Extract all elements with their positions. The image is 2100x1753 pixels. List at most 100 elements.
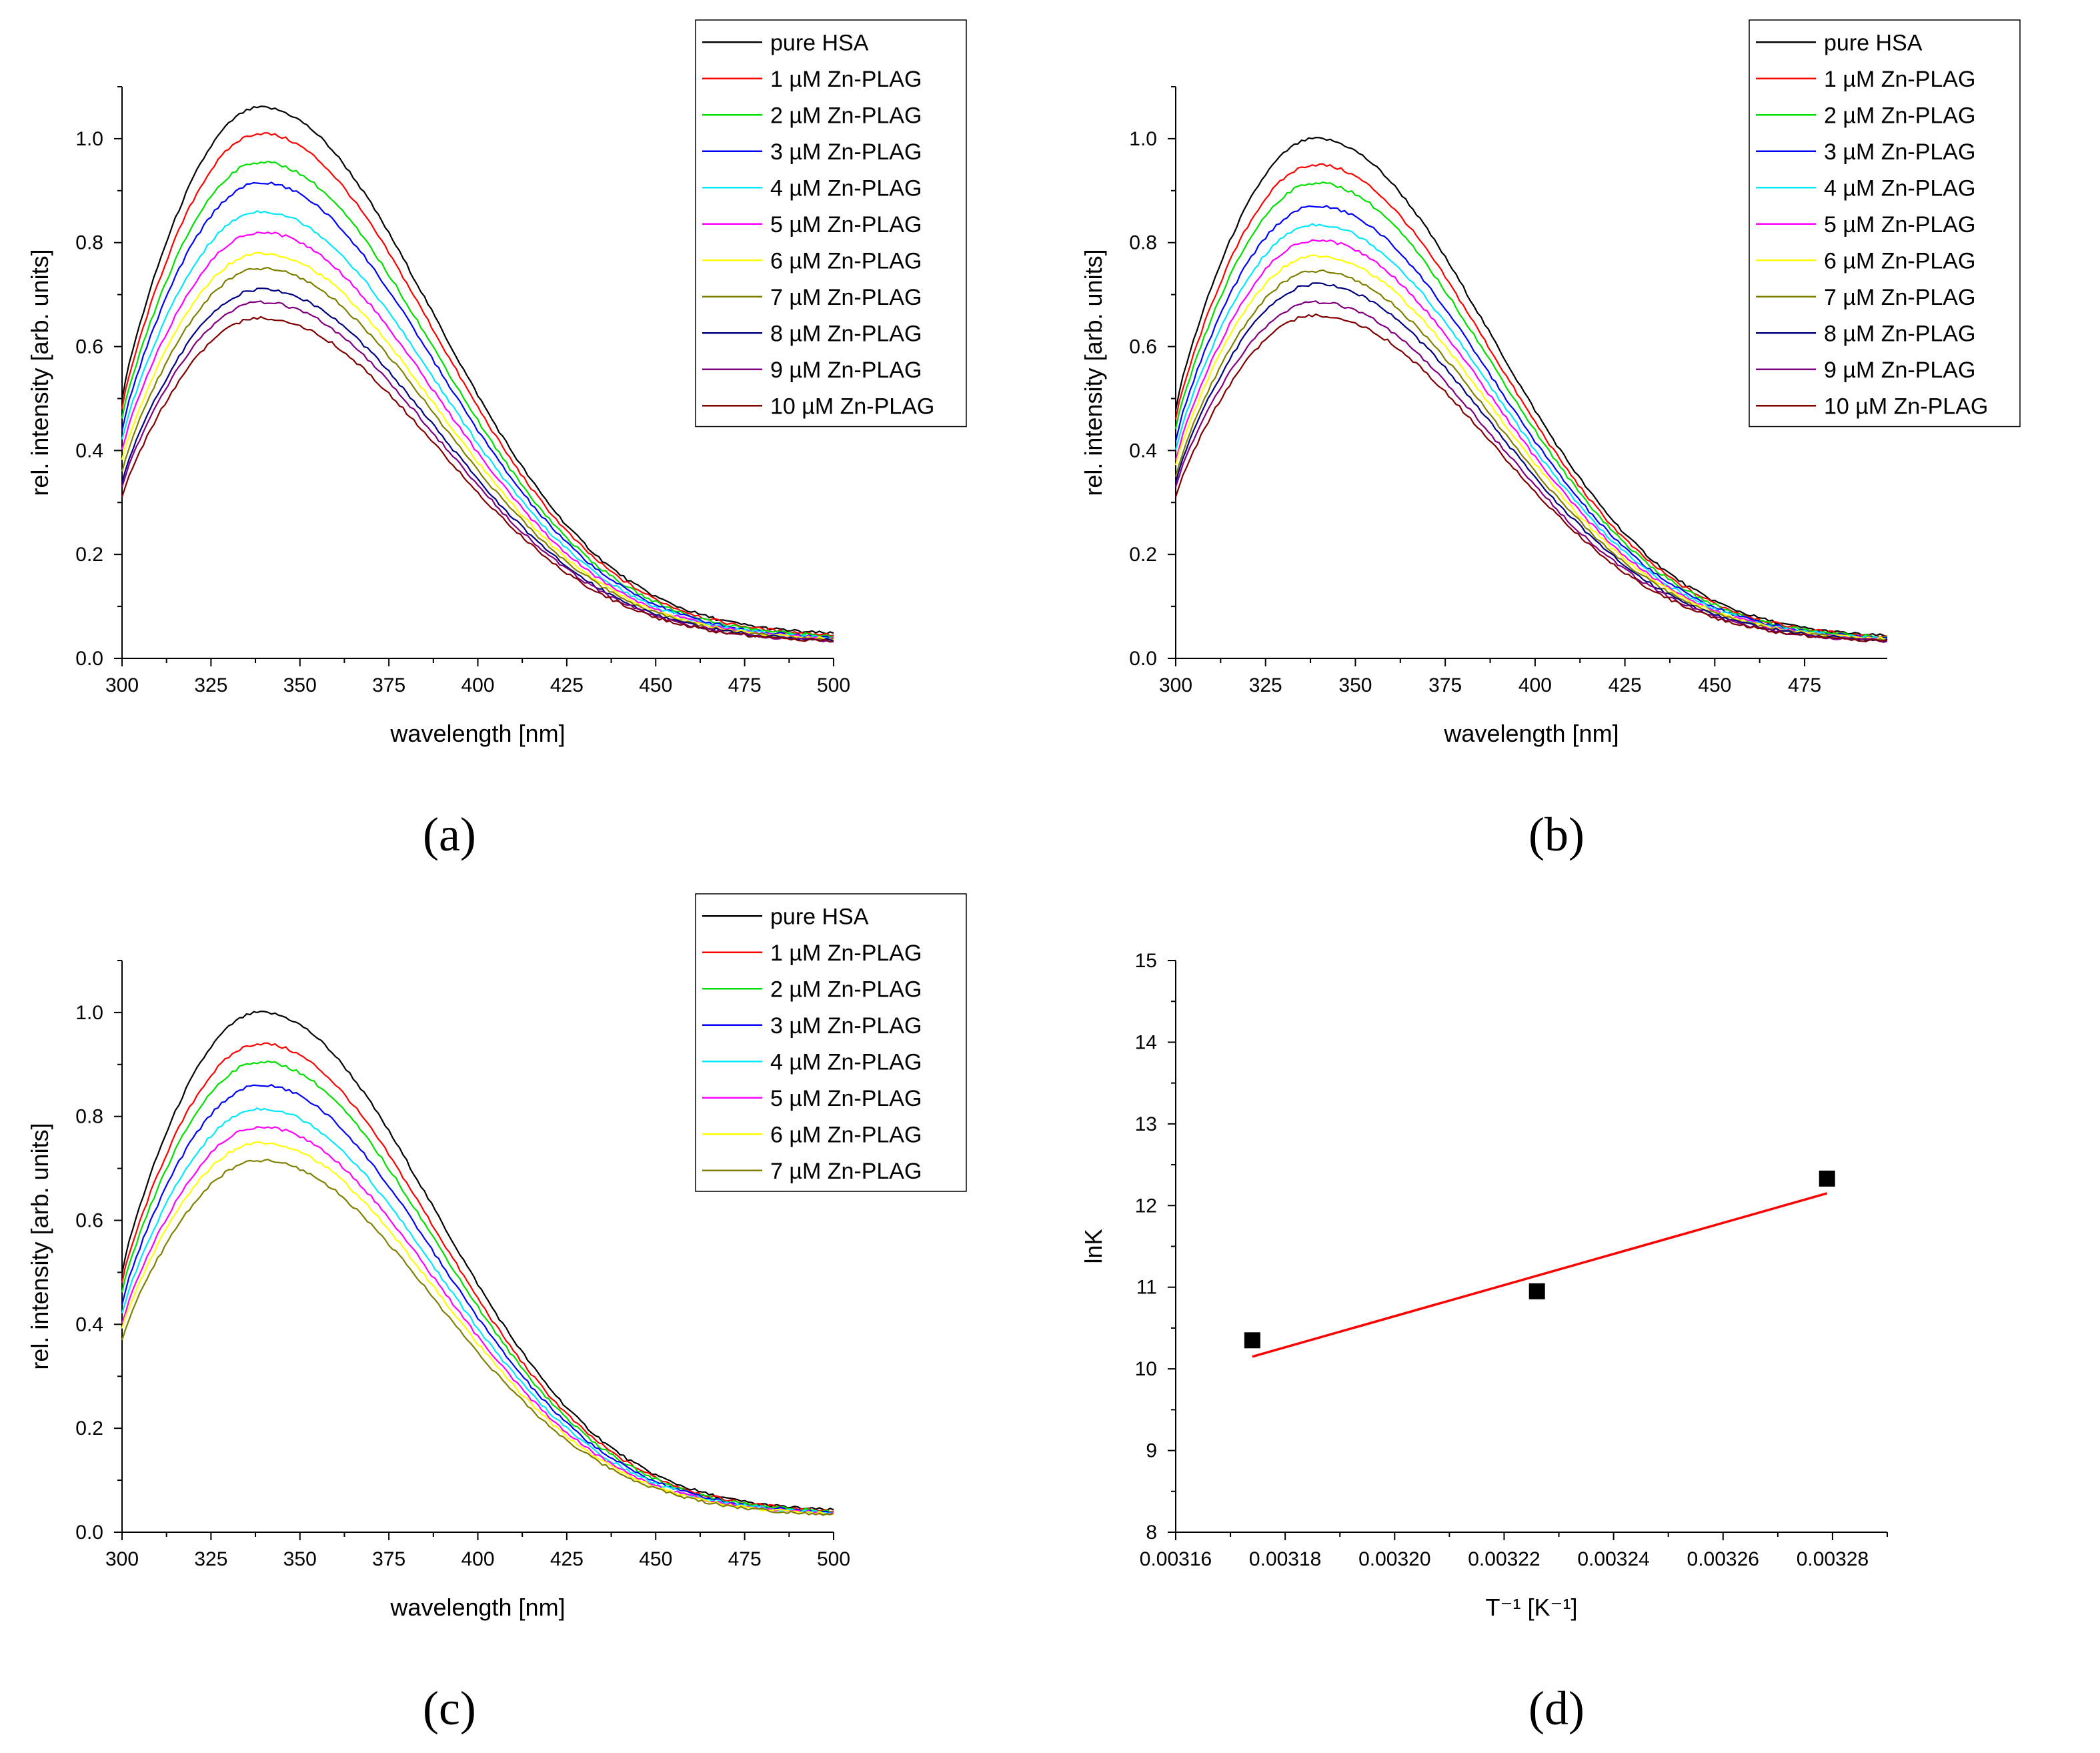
y-tick-label: 0.6 [75, 1210, 103, 1232]
series-line [1174, 181, 1888, 639]
legend-label: 7 µM Zn-PLAG [770, 1159, 922, 1184]
y-tick-label: 15 [1135, 950, 1157, 972]
x-axis-title: wavelength [nm] [389, 1594, 565, 1621]
y-tick-label: 0.8 [1129, 232, 1157, 254]
panel-label-b: (b) [1528, 808, 1585, 861]
legend-label: 9 µM Zn-PLAG [770, 358, 922, 383]
legend-label: 4 µM Zn-PLAG [1824, 175, 1975, 201]
y-tick-label: 0.4 [1129, 440, 1157, 462]
series-line [121, 160, 834, 638]
x-tick-label: 375 [372, 1548, 405, 1570]
y-tick-label: 0.2 [75, 544, 103, 566]
x-tick-label: 450 [639, 674, 672, 696]
x-tick-label: 425 [550, 674, 584, 696]
x-tick-label: 350 [283, 674, 317, 696]
legend-label: 5 µM Zn-PLAG [1824, 212, 1975, 237]
series-line [121, 316, 834, 643]
y-tick-label: 8 [1146, 1522, 1157, 1544]
x-tick-label: 350 [1338, 674, 1372, 696]
series-line [1174, 300, 1888, 643]
y-tick-label: 11 [1136, 1277, 1157, 1299]
series-line [1174, 223, 1888, 640]
y-tick-label: 0.4 [75, 440, 103, 462]
legend-label: 3 µM Zn-PLAG [1824, 139, 1975, 165]
x-tick-label: 325 [194, 1548, 227, 1570]
x-tick-label: 475 [1788, 674, 1821, 696]
y-tick-label: 9 [1146, 1440, 1157, 1462]
x-tick-label: 475 [728, 674, 762, 696]
data-point [1528, 1283, 1545, 1299]
legend-label: 6 µM Zn-PLAG [1824, 248, 1975, 273]
chart-c: 300 325 350 375 400 425 450 475 500 0.0 0.2 0.4 0.6 0… [26, 893, 967, 1621]
series-line [121, 1042, 834, 1513]
y-axis-title: lnK [1080, 1229, 1107, 1263]
legend-label: 6 µM Zn-PLAG [770, 1122, 922, 1147]
legend-label: 7 µM Zn-PLAG [1824, 285, 1975, 310]
x-tick-label: 0.00316 [1140, 1548, 1212, 1570]
y-tick-label: 0.2 [75, 1417, 103, 1439]
x-axis-title: wavelength [nm] [1443, 720, 1619, 747]
x-tick-label: 425 [550, 1548, 584, 1570]
x-tick-label: 0.00322 [1468, 1548, 1540, 1570]
chart-b: 300 325 350 375 400 425 450 475 0.0 0.2 0.4 0.6 0.8 1… [1080, 19, 2021, 747]
chart-panel-c: 300 325 350 375 400 425 450 475 500 0.0 0.2 0.4 0.6 0… [0, 874, 1040, 1674]
legend-label: 9 µM Zn-PLAG [1824, 358, 1975, 383]
panel-label-c: (c) [423, 1682, 476, 1735]
x-tick-label: 475 [728, 1548, 762, 1570]
x-tick-label: 500 [817, 1548, 850, 1570]
series-line [1174, 254, 1888, 641]
x-tick-label: 425 [1609, 674, 1642, 696]
panel-label-a: (a) [423, 808, 476, 861]
y-axis-title: rel. intensity [arb. units] [1080, 249, 1107, 496]
y-tick-label: 14 [1135, 1031, 1157, 1053]
legend-box [695, 893, 967, 1192]
x-tick-label: 0.00326 [1687, 1548, 1759, 1570]
x-tick-label: 375 [1428, 674, 1462, 696]
x-tick-label: 0.00320 [1358, 1548, 1430, 1570]
y-tick-label: 0.2 [1129, 544, 1157, 566]
legend-label: 2 µM Zn-PLAG [1824, 103, 1975, 128]
y-tick-label: 0.0 [75, 1522, 103, 1544]
y-tick-label: 0.8 [75, 232, 103, 254]
y-axis-title: rel. intensity [arb. units] [26, 1123, 53, 1369]
y-tick-label: 13 [1135, 1113, 1157, 1135]
series-line [1174, 163, 1888, 638]
y-tick-label: 0.8 [75, 1106, 103, 1128]
series-line [121, 1159, 834, 1516]
series-line [121, 1141, 834, 1516]
legend-label: pure HSA [770, 30, 869, 55]
x-tick-label: 300 [105, 674, 139, 696]
x-tick-label: 300 [1159, 674, 1192, 696]
x-tick-label: 325 [1249, 674, 1282, 696]
y-tick-label: 10 [1135, 1358, 1157, 1380]
chart-panel-d: 0.00316 0.00318 0.00320 0.00322 0.00324 0.003… [1054, 874, 2094, 1674]
series-line [121, 300, 834, 643]
legend-label: 5 µM Zn-PLAG [770, 212, 922, 237]
y-tick-label: 0.0 [75, 648, 103, 670]
x-tick-label: 450 [639, 1548, 672, 1570]
y-tick-label: 12 [1135, 1195, 1157, 1217]
legend-label: 3 µM Zn-PLAG [770, 1013, 922, 1039]
legend-label: 1 µM Zn-PLAG [770, 67, 922, 92]
series-line [1174, 205, 1888, 640]
chart-a: 300 325 350 375 400 425 450 475 500 0.0 0.2 0.4 0.6 0… [26, 19, 967, 747]
series-line [121, 287, 834, 642]
x-tick-label: 300 [105, 1548, 139, 1570]
panel-label-d: (d) [1528, 1682, 1585, 1735]
y-tick-label: 1.0 [1129, 128, 1157, 150]
legend-label: 2 µM Zn-PLAG [770, 103, 922, 128]
x-tick-label: 400 [1518, 674, 1552, 696]
series-line [121, 132, 834, 637]
x-tick-label: 350 [283, 1548, 317, 1570]
legend-label: 8 µM Zn-PLAG [1824, 321, 1975, 346]
legend-label: 1 µM Zn-PLAG [770, 941, 922, 966]
series-line [121, 266, 834, 641]
chart-panel-b: 300 325 350 375 400 425 450 475 0.0 0.2 0.4 0.6 0.8 1… [1054, 0, 2094, 800]
x-tick-label: 400 [461, 1548, 494, 1570]
y-tick-label: 0.6 [75, 336, 103, 358]
legend-label: 2 µM Zn-PLAG [770, 977, 922, 1002]
x-tick-label: 375 [372, 674, 405, 696]
x-axis-title: T⁻¹ [K⁻¹] [1486, 1594, 1578, 1621]
y-tick-label: 1.0 [75, 1002, 103, 1024]
legend-label: 7 µM Zn-PLAG [770, 285, 922, 310]
